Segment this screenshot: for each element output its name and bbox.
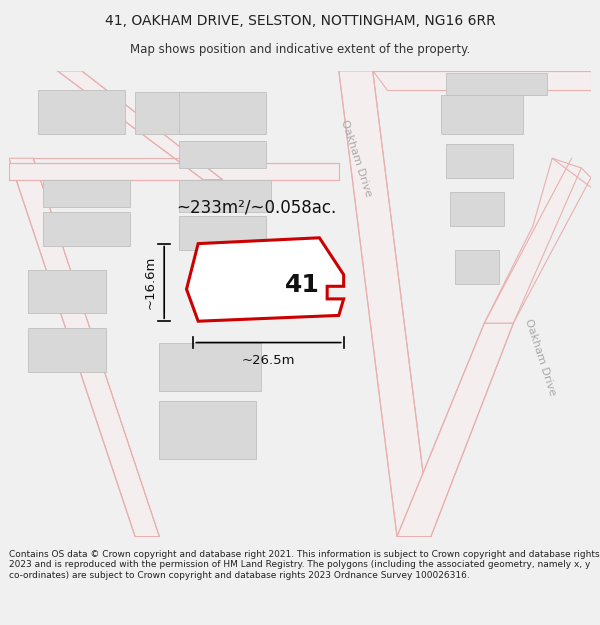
Polygon shape — [440, 95, 523, 134]
Polygon shape — [28, 270, 106, 314]
Polygon shape — [451, 192, 504, 226]
Polygon shape — [339, 71, 431, 536]
Polygon shape — [38, 91, 125, 134]
Polygon shape — [160, 342, 261, 391]
Polygon shape — [179, 216, 266, 251]
Polygon shape — [43, 179, 130, 207]
Polygon shape — [179, 92, 266, 134]
Polygon shape — [9, 158, 160, 536]
Text: ~26.5m: ~26.5m — [242, 354, 295, 367]
Polygon shape — [455, 251, 499, 284]
Polygon shape — [484, 158, 581, 323]
Polygon shape — [179, 141, 266, 168]
Text: Oakham Drive: Oakham Drive — [339, 119, 373, 198]
Text: Map shows position and indicative extent of the property.: Map shows position and indicative extent… — [130, 43, 470, 56]
Text: ~16.6m: ~16.6m — [143, 256, 157, 309]
Text: ~233m²/~0.058ac.: ~233m²/~0.058ac. — [176, 199, 337, 216]
Polygon shape — [397, 323, 514, 536]
Polygon shape — [58, 71, 223, 179]
Polygon shape — [160, 401, 256, 459]
Text: Contains OS data © Crown copyright and database right 2021. This information is : Contains OS data © Crown copyright and d… — [9, 550, 599, 580]
Polygon shape — [446, 144, 514, 177]
Polygon shape — [179, 179, 271, 212]
Polygon shape — [9, 163, 339, 179]
Text: 41: 41 — [285, 273, 320, 298]
Polygon shape — [446, 73, 547, 95]
Text: Oakham Drive: Oakham Drive — [523, 318, 558, 397]
Polygon shape — [135, 92, 203, 134]
Polygon shape — [28, 328, 106, 372]
Polygon shape — [187, 238, 344, 321]
Text: 41, OAKHAM DRIVE, SELSTON, NOTTINGHAM, NG16 6RR: 41, OAKHAM DRIVE, SELSTON, NOTTINGHAM, N… — [104, 14, 496, 28]
Polygon shape — [43, 212, 130, 246]
Polygon shape — [373, 71, 591, 91]
